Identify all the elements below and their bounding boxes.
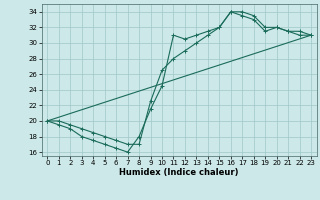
- X-axis label: Humidex (Indice chaleur): Humidex (Indice chaleur): [119, 168, 239, 177]
